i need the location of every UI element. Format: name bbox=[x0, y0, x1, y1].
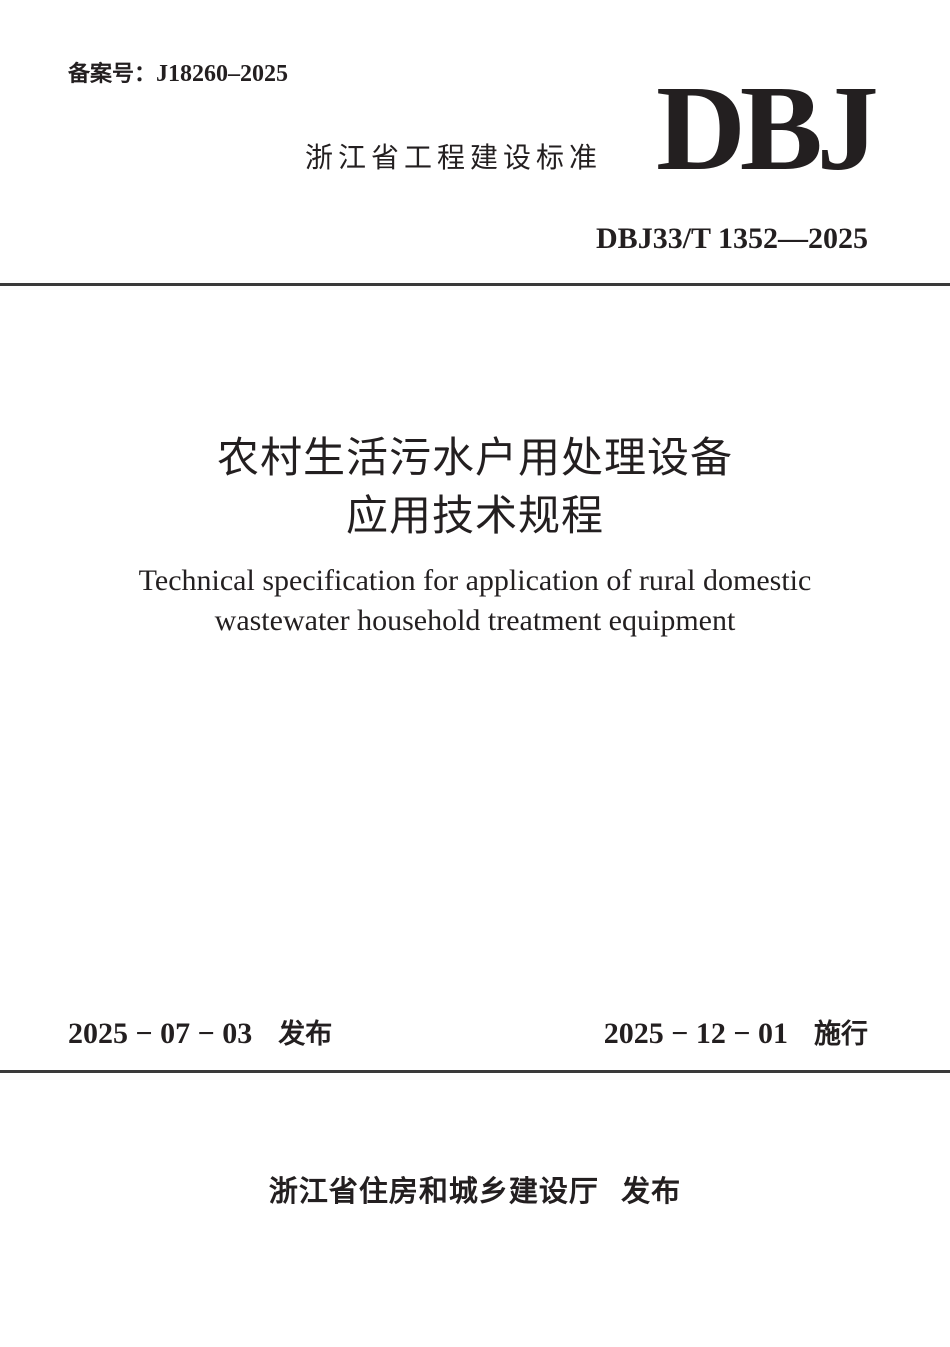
standard-series: 浙江省工程建设标准 bbox=[305, 141, 603, 174]
issue-label: 发布 bbox=[278, 1019, 333, 1050]
record-label: 备案号： bbox=[68, 62, 157, 87]
implement-date: 2025 − 12 − 01 bbox=[603, 1017, 788, 1050]
record-number-value: J18260–2025 bbox=[156, 61, 289, 87]
implement-date-block: 2025 − 12 − 01 施行 bbox=[604, 1012, 868, 1051]
title-en-line1: Technical specification for application … bbox=[138, 564, 812, 597]
title-en-line2: wastewater household treatment equipment bbox=[214, 604, 736, 637]
record-number: 备案号：J18260–2025 bbox=[68, 56, 288, 88]
bottom-divider bbox=[0, 1070, 950, 1073]
title-cn-line1: 农村生活污水户用处理设备 bbox=[216, 436, 733, 482]
publisher: 浙江省住房和城乡建设厅 发布 bbox=[268, 1174, 682, 1208]
standard-code: DBJ33/T 1352—2025 bbox=[596, 222, 868, 255]
issue-date: 2025 − 07 − 03 bbox=[68, 1017, 253, 1050]
issue-date-block: 2025 − 07 − 03 发布 bbox=[68, 1012, 332, 1051]
top-divider bbox=[0, 283, 950, 286]
dbj-logo: DBJ bbox=[656, 61, 879, 196]
title-cn-line2: 应用技术规程 bbox=[345, 494, 604, 540]
implement-label: 施行 bbox=[814, 1019, 868, 1050]
